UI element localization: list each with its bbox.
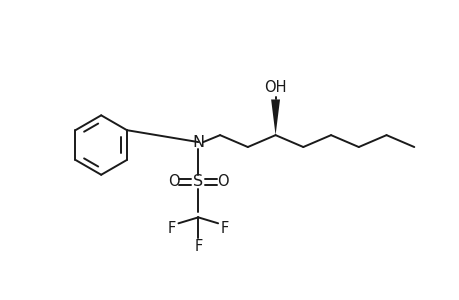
Text: S: S xyxy=(193,174,203,189)
Text: N: N xyxy=(192,135,204,150)
Polygon shape xyxy=(270,100,280,135)
Text: F: F xyxy=(220,221,229,236)
Text: F: F xyxy=(194,238,202,253)
Text: O: O xyxy=(217,174,229,189)
Text: OH: OH xyxy=(264,80,286,95)
Text: F: F xyxy=(167,221,175,236)
Text: O: O xyxy=(168,174,179,189)
